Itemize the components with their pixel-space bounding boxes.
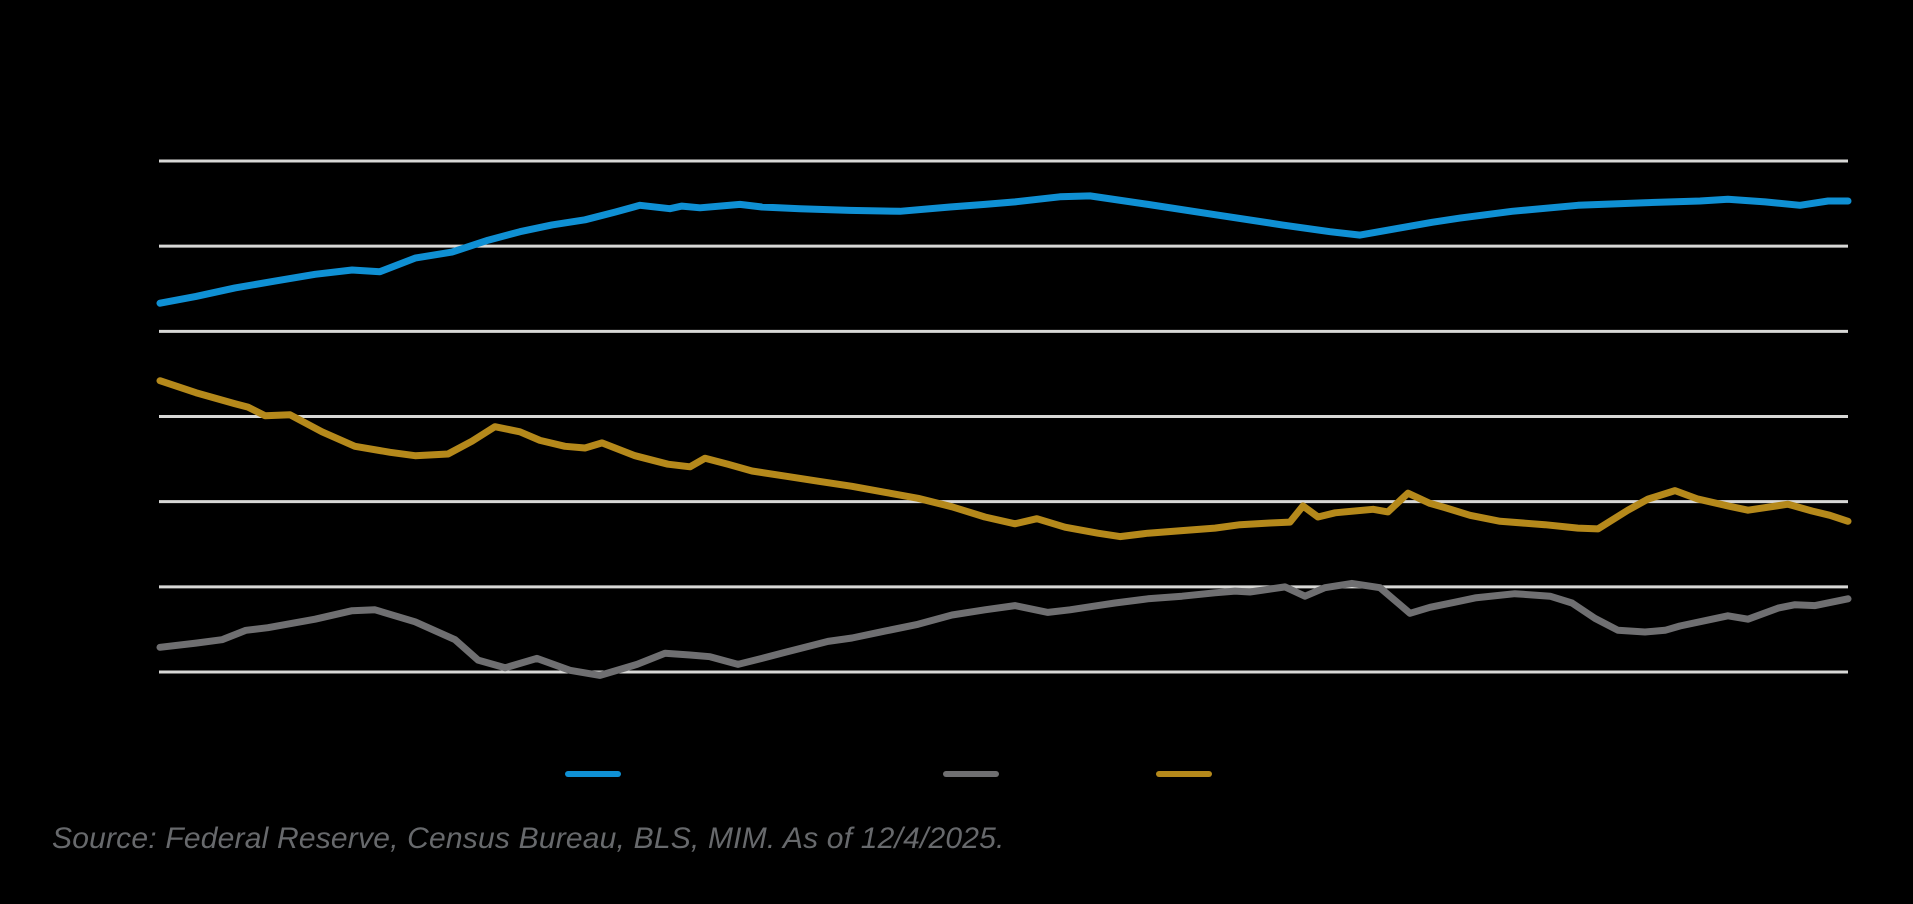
series-lines bbox=[156, 192, 1852, 679]
source-note: Source: Federal Reserve, Census Bureau, … bbox=[52, 822, 1005, 855]
legend-swatch-gold-series bbox=[1156, 771, 1212, 777]
gridlines bbox=[159, 159, 1848, 674]
gray-series-line bbox=[156, 579, 1852, 679]
legend-swatch-gray-series bbox=[943, 771, 999, 777]
legend-swatch-blue-series bbox=[565, 771, 621, 777]
chart-legend bbox=[0, 768, 1913, 782]
gold-series-line bbox=[156, 377, 1852, 541]
blue-series-line bbox=[156, 192, 1852, 307]
